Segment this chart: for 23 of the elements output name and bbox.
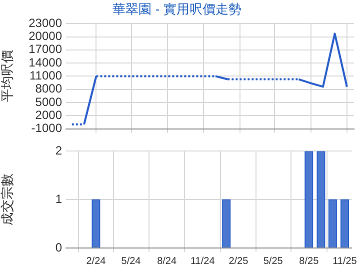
y-axis-title: 平均呎價 [0, 50, 14, 102]
y-tick-label: 2 [55, 144, 62, 158]
chart-title: 華翠園 - 實用呎價走勢 [112, 1, 242, 16]
x-tick-label: 5/25 [263, 256, 284, 267]
y-tick-label: 20000 [28, 29, 62, 44]
y-tick-label: -1000 [31, 121, 62, 136]
x-tick-label: 2/24 [86, 256, 106, 267]
x-tick-label: 8/24 [157, 256, 177, 267]
x-tick-label: 11/24 [190, 256, 216, 267]
x-tick-label: 2/25 [228, 256, 249, 267]
y-tick-label: 11000 [30, 68, 62, 83]
y-tick-label: 1 [55, 192, 62, 206]
x-tick-label: 8/25 [299, 256, 320, 267]
y-tick-label: 14000 [28, 55, 62, 70]
y-tick-label: 8000 [35, 82, 62, 96]
y-tick-label: 17000 [28, 42, 62, 56]
y-tick-label: 5000 [35, 94, 62, 109]
y-tick-label: 2000 [35, 108, 62, 122]
y-tick-label: 0 [55, 240, 62, 254]
x-tick-label: 5/24 [121, 256, 142, 267]
x-tick-label: 11/25 [332, 256, 358, 267]
y-tick-label: 23000 [28, 16, 62, 30]
y-axis-title: 成交宗數 [0, 174, 14, 226]
